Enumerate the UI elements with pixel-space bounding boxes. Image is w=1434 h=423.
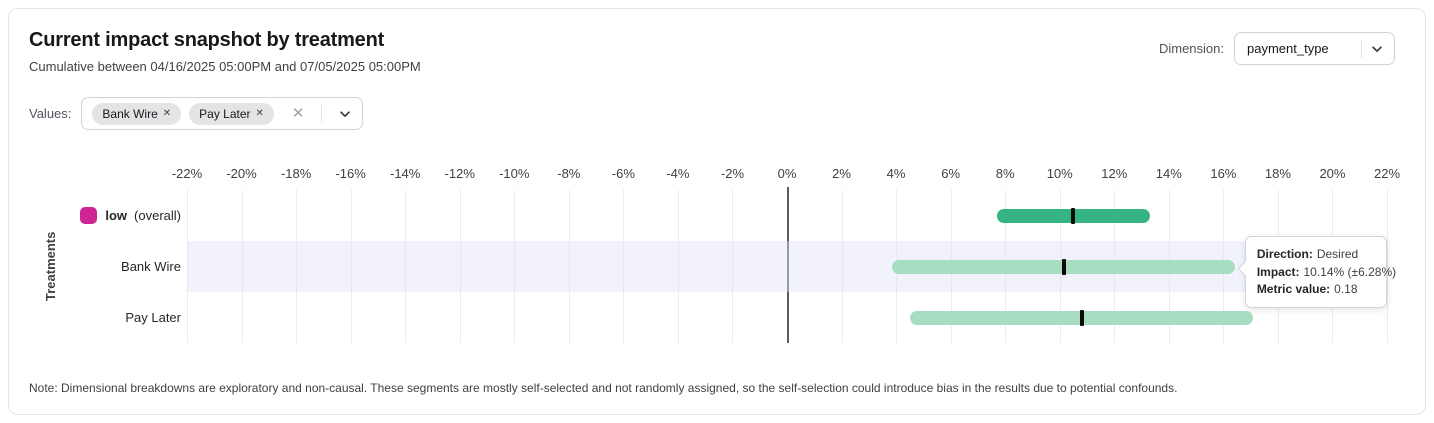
value-chip-label: Pay Later [199,106,251,121]
dimension-selected-value: payment_type [1247,41,1329,56]
row-label: Bank Wire [121,259,181,274]
row-label: Pay Later [125,310,181,325]
select-divider [1361,39,1362,58]
x-axis-tick-label: 14% [1155,166,1182,181]
gridline [459,190,461,343]
values-filter-row: Values: Bank Wire ✕ Pay Later ✕ ✕ [29,97,1425,130]
impact-snapshot-card: Current impact snapshot by treatment Cum… [8,8,1426,415]
x-axis-tick-label: 8% [995,166,1015,181]
date-range-subtitle: Cumulative between 04/16/2025 05:00PM an… [29,59,421,74]
tooltip-row: Impact: 10.14% (±6.28%) [1256,264,1397,279]
chips-container: Bank Wire ✕ Pay Later ✕ [92,102,274,125]
impact-center-marker [1071,207,1076,224]
x-axis-tick-label: -14% [389,166,421,181]
title-block: Current impact snapshot by treatment Cum… [29,27,421,75]
value-chip[interactable]: Pay Later ✕ [189,102,274,125]
x-axis-tick-label: -16% [335,166,366,181]
select-divider [320,104,322,123]
disclaimer-note: Note: Dimensional breakdowns are explora… [29,381,1178,395]
values-multiselect[interactable]: Bank Wire ✕ Pay Later ✕ ✕ [81,97,363,130]
plot-area: Direction: Desired Impact: 10.14% (±6.28%) M… [187,187,1397,343]
tooltip-row: Direction: Desired [1256,247,1359,261]
x-axis-tick-label: -18% [280,166,312,181]
gridline [568,190,570,343]
x-axis-tick-label: 12% [1101,166,1128,181]
x-axis-tick-label: -20% [226,166,257,181]
x-axis-tick-label: -12% [444,166,475,181]
hover-tooltip: Direction: Desired Impact: 10.14% (±6.28%) M… [1244,235,1397,308]
x-axis-tick-label: 6% [941,166,961,181]
row-labels-column: low (overall) Bank Wire Pay Later [9,190,181,343]
x-axis-tick-label: -22% [171,166,203,181]
x-axis-tick-label: -10% [499,166,530,181]
value-chip[interactable]: Bank Wire ✕ [92,102,182,125]
gridline [623,190,625,343]
gridline [350,190,352,343]
x-axis-tick-label: 10% [1046,166,1073,181]
value-chip-label: Bank Wire [102,106,158,121]
zero-line [787,187,789,343]
x-axis-tick-label: 16% [1210,166,1237,181]
gridline [1387,190,1388,343]
gridline [677,190,679,343]
gridline [732,190,734,343]
dimension-label: Dimension: [1158,41,1224,56]
x-axis-tick-label: -2% [720,166,745,181]
x-axis-tick-label: -8% [557,166,581,181]
x-axis-tick-label: 4% [886,166,906,181]
x-axis-tick-label: -4% [666,166,690,181]
gridline [841,190,843,343]
dimension-control: Dimension: payment_type [1159,32,1395,65]
gridline [187,190,188,343]
chevron-down-icon[interactable] [338,107,352,121]
chevron-down-icon[interactable] [1370,42,1384,56]
dimension-select[interactable]: payment_type [1234,32,1395,65]
x-axis-tick-label: 18% [1264,166,1291,181]
row-label: low (overall) [9,190,181,241]
x-axis-tick-label: 20% [1319,166,1346,181]
gridline [405,190,407,343]
page-title: Current impact snapshot by treatment [29,29,385,51]
impact-center-marker [1079,309,1084,326]
impact-chart: -22% -20% -18% -16% -14% -12% -10% -8% -6% -4% -2%… [9,166,1425,343]
clear-all-icon[interactable]: ✕ [291,105,305,122]
card-header: Current impact snapshot by treatment Cum… [9,9,1425,75]
x-axis-tick-label: -6% [611,166,635,181]
gridline [296,190,298,343]
gridline [241,190,243,343]
impact-center-marker [1061,258,1066,275]
values-label: Values: [29,106,72,121]
x-axis-tick-label: 22% [1373,166,1401,181]
tooltip-row: Metric value: 0.18 [1256,282,1358,296]
remove-chip-icon[interactable]: ✕ [255,108,264,119]
x-axis-tick-label: 0% [777,166,797,181]
x-axis-tick-label: 2% [832,166,851,181]
gridline [514,190,516,343]
legend-swatch [80,207,98,224]
remove-chip-icon[interactable]: ✕ [162,108,172,119]
